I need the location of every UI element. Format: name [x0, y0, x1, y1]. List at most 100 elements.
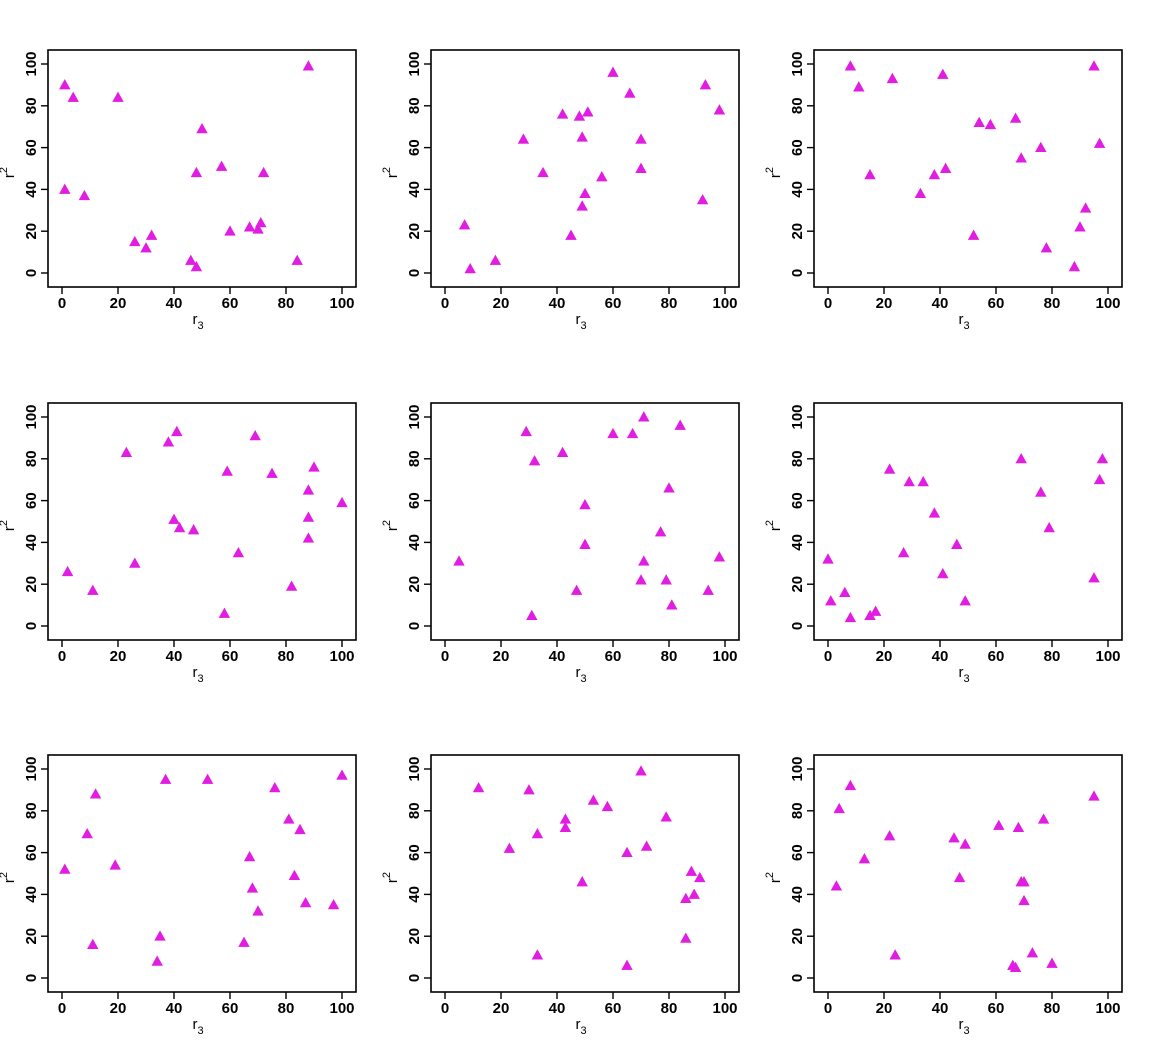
data-point [283, 813, 295, 824]
y-axis-title: r2 [764, 520, 784, 531]
y-tick-label: 100 [789, 756, 806, 781]
data-point [238, 936, 250, 947]
data-point [680, 892, 692, 904]
data-point [948, 832, 960, 843]
y-tick-label: 40 [23, 181, 40, 198]
x-tick-label: 100 [329, 1000, 354, 1017]
data-point [713, 551, 726, 562]
y-axis-title: r2 [381, 520, 401, 531]
y-tick-label: 60 [406, 139, 423, 156]
data-point [285, 580, 298, 591]
y-axis-title: r2 [0, 167, 18, 178]
x-axis: 0 20 40 60 80 100 [58, 287, 355, 312]
x-tick-label: 60 [222, 648, 239, 665]
y-axis: 0 20 40 60 80 100 [406, 404, 431, 630]
data-point [59, 863, 71, 874]
x-tick-label: 40 [166, 1000, 183, 1017]
x-tick-label: 40 [549, 295, 566, 312]
data-point [576, 876, 588, 887]
y-tick-label: 0 [23, 974, 40, 982]
x-axis: 0 20 40 60 80 100 [441, 640, 738, 665]
y-axis: 0 20 40 60 80 100 [789, 51, 814, 277]
y-tick-label: 100 [789, 51, 806, 76]
y-axis: 0 20 40 60 80 100 [789, 756, 814, 982]
data-point [635, 162, 647, 173]
data-point [951, 538, 963, 549]
data-point [663, 482, 675, 493]
x-axis-title: r3 [575, 664, 586, 685]
x-tick-label: 60 [222, 1000, 239, 1017]
data-point [1035, 486, 1047, 497]
x-tick-label: 20 [876, 295, 893, 312]
data-point [243, 221, 256, 232]
x-axis: 0 20 40 60 80 100 [58, 992, 355, 1017]
x-tick-label: 0 [824, 295, 832, 312]
x-tick-label: 40 [166, 648, 183, 665]
data-point [635, 133, 647, 144]
data-point [145, 229, 158, 240]
plot-frame [47, 49, 357, 288]
data-point [1015, 452, 1027, 464]
y-tick-label: 0 [789, 974, 806, 982]
data-point [185, 254, 197, 265]
data-point [666, 599, 678, 610]
y-tick-label: 0 [23, 269, 40, 277]
y-tick-label: 100 [406, 51, 423, 76]
y-axis-title: r2 [381, 167, 401, 178]
data-point [1068, 260, 1081, 272]
data-point [1088, 790, 1100, 801]
data-point [472, 781, 485, 793]
data-point [822, 553, 834, 564]
x-tick-label: 80 [661, 648, 678, 665]
y-tick-label: 40 [406, 886, 423, 903]
data-point [196, 122, 208, 134]
x-tick-label: 0 [441, 295, 449, 312]
y-axis-title: r2 [764, 167, 784, 178]
data-points [453, 411, 726, 621]
data-point [573, 110, 586, 121]
y-axis: 0 20 40 60 80 100 [23, 51, 48, 277]
x-tick-label: 80 [278, 295, 295, 312]
data-point [294, 823, 306, 835]
data-point [302, 532, 315, 543]
y-tick-label: 40 [406, 181, 423, 198]
data-point [607, 427, 619, 439]
data-point [1096, 452, 1109, 464]
x-tick-label: 0 [824, 1000, 832, 1017]
x-tick-label: 80 [1044, 648, 1061, 665]
data-point [458, 219, 471, 230]
y-axis-title: r2 [0, 872, 18, 883]
plot-frame [813, 754, 1123, 993]
data-point [596, 171, 608, 182]
scatter-panel: 0 20 40 60 80 100 0 20 40 60 80 100 r3 r2 [381, 49, 740, 332]
x-tick-label: 100 [712, 648, 737, 665]
x-axis: 0 20 40 60 80 100 [824, 992, 1121, 1017]
data-point [621, 959, 633, 970]
x-tick-label: 20 [493, 648, 510, 665]
y-tick-label: 60 [789, 844, 806, 861]
data-point [257, 166, 270, 178]
data-point [959, 595, 971, 606]
x-tick-label: 60 [605, 295, 622, 312]
data-point [626, 427, 639, 439]
data-point [556, 108, 569, 119]
y-tick-label: 0 [406, 622, 423, 630]
data-point [517, 133, 530, 144]
plot-frame [47, 402, 357, 641]
data-point [844, 611, 857, 623]
data-point [953, 871, 966, 883]
data-point [1012, 821, 1025, 832]
data-point [1009, 112, 1022, 123]
x-tick-label: 80 [1044, 1000, 1061, 1017]
x-tick-label: 20 [110, 295, 127, 312]
data-point [576, 131, 588, 142]
data-point [299, 896, 312, 908]
data-point [173, 521, 186, 533]
data-point [1088, 572, 1100, 583]
data-point [1018, 876, 1030, 887]
y-tick-label: 40 [789, 886, 806, 903]
x-axis-title: r3 [575, 311, 586, 332]
data-point [61, 565, 74, 577]
data-point [1043, 521, 1055, 533]
data-point [537, 166, 549, 178]
